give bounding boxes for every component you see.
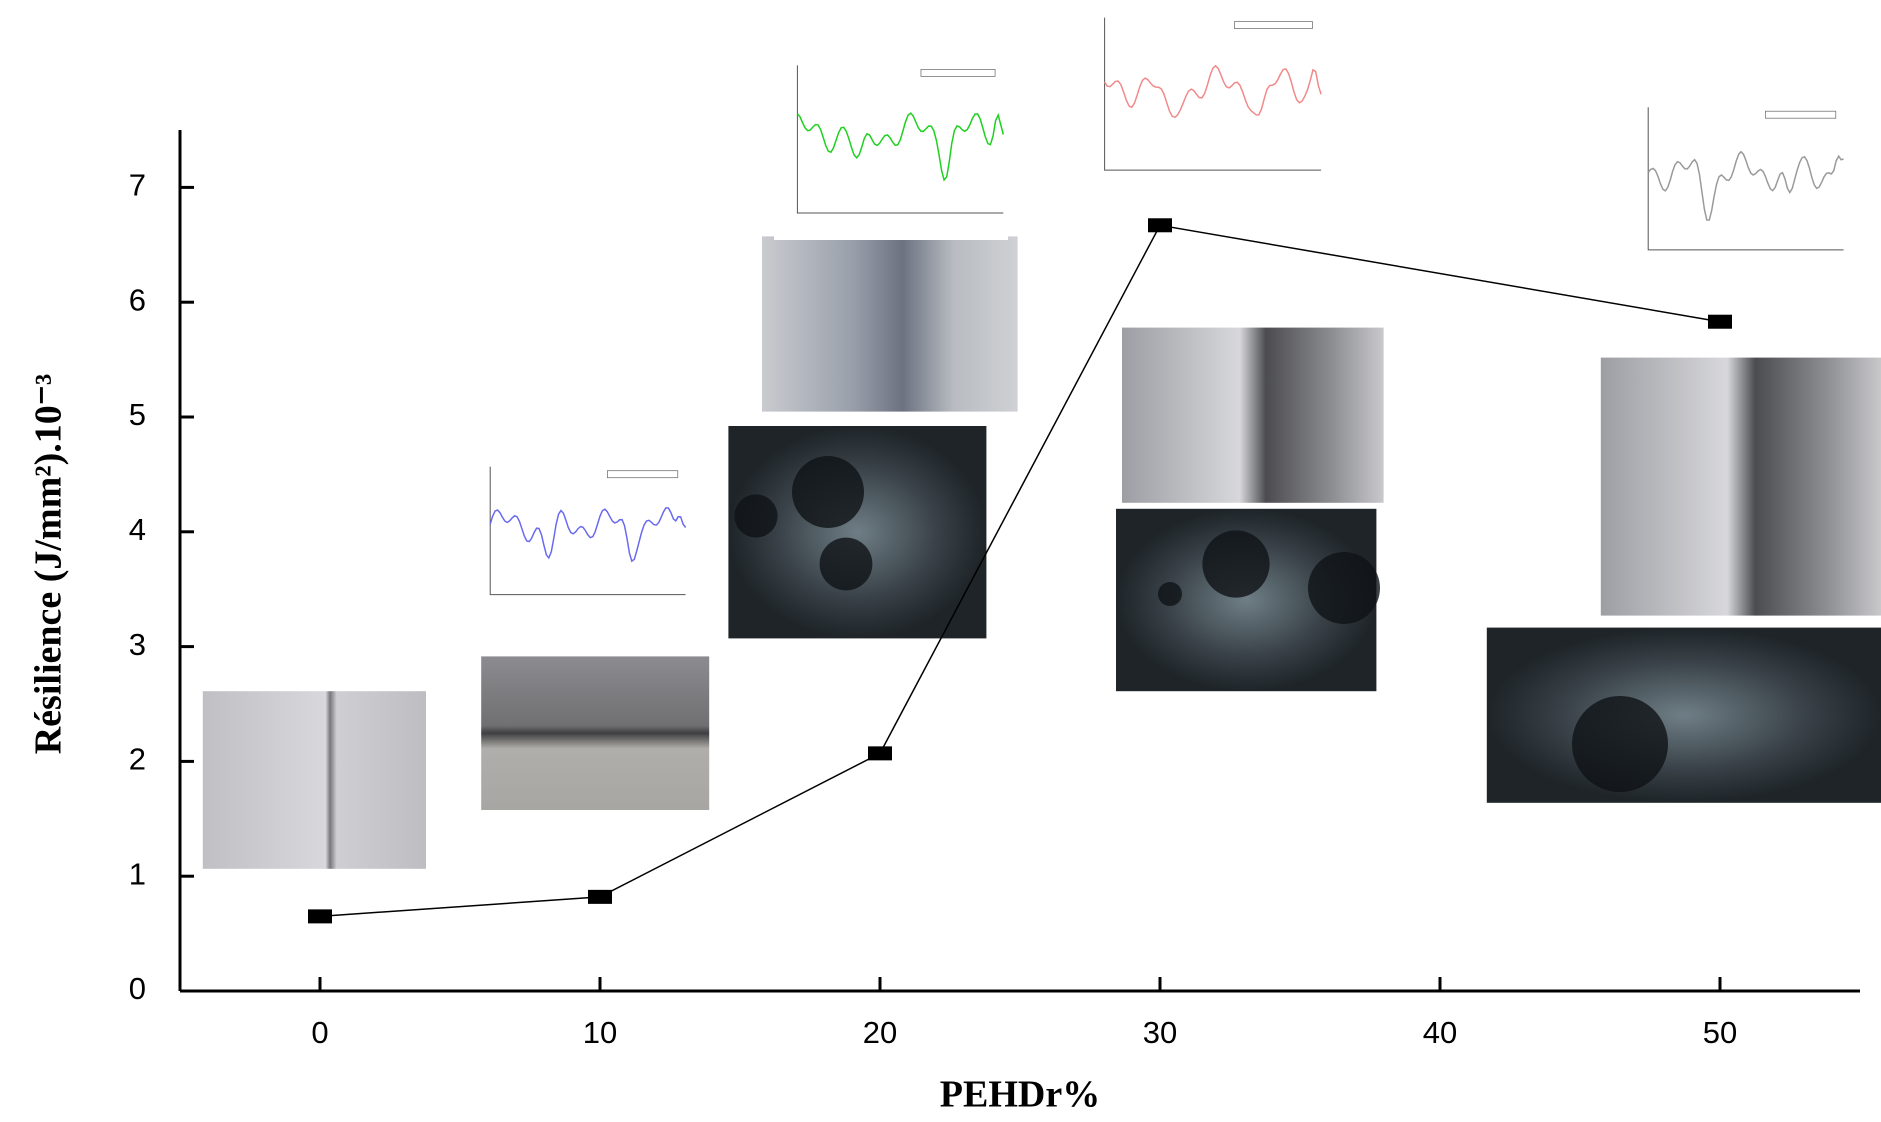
y-axis-title: Résilience (J/mm²).10⁻³ — [28, 374, 70, 755]
y-tick-label: 5 — [129, 397, 146, 432]
x-tick-label: 0 — [311, 1015, 328, 1050]
y-tick-label: 4 — [129, 512, 146, 547]
spectrum-bg — [468, 462, 690, 618]
y-tick-label: 1 — [129, 856, 146, 891]
data-point — [308, 909, 332, 924]
x-tick-label: 50 — [1703, 1015, 1737, 1050]
photo-detail — [1572, 696, 1668, 792]
photo — [202, 691, 426, 869]
photo-detail — [734, 494, 778, 538]
data-point — [1708, 314, 1732, 329]
spectrum-curve — [1103, 64, 1322, 119]
photo — [728, 426, 987, 639]
photo — [481, 656, 710, 810]
spectrum-legend — [607, 470, 679, 479]
data-point — [868, 746, 892, 761]
photo — [1122, 327, 1384, 503]
photo-detail — [819, 537, 873, 591]
x-axis-title: PEHDr% — [940, 1074, 1100, 1116]
photo-detail — [1158, 582, 1182, 606]
spectrum-legend — [1765, 110, 1837, 119]
photo — [1600, 357, 1881, 616]
figure-insets — [202, 12, 1881, 869]
spectrum-axes — [489, 466, 686, 596]
y-tick-label: 6 — [129, 282, 146, 317]
x-tick-label: 10 — [583, 1015, 617, 1050]
spectrum-bg — [1080, 12, 1326, 198]
photo — [762, 236, 1018, 412]
y-tick-label: 0 — [129, 971, 146, 1006]
y-tick-label: 3 — [129, 627, 146, 662]
data-point — [588, 889, 612, 904]
y-tick-label: 7 — [129, 168, 146, 203]
plot-area: 0 1 2 3 4 5 6 7 0 10 20 30 40 50 — [129, 130, 1860, 1050]
x-tick-label: 40 — [1423, 1015, 1457, 1050]
photo-detail — [1308, 552, 1380, 624]
spectrum-curve — [796, 112, 1005, 182]
spectrum-axes — [1647, 107, 1844, 251]
data-point — [1148, 218, 1172, 233]
spectrum-curve — [1647, 150, 1844, 221]
photo-detail — [1202, 530, 1270, 598]
x-tick-label: 30 — [1143, 1015, 1177, 1050]
spectrum-curve — [489, 506, 687, 563]
spectrum-bg — [774, 60, 1008, 240]
photo — [1486, 627, 1881, 803]
photo-detail — [792, 456, 864, 528]
x-tick-label: 20 — [863, 1015, 897, 1050]
y-tick-label: 2 — [129, 742, 146, 777]
spectrum-axes — [1104, 17, 1322, 171]
spectrum-legend — [920, 69, 996, 77]
spectrum-legend — [1234, 21, 1313, 29]
